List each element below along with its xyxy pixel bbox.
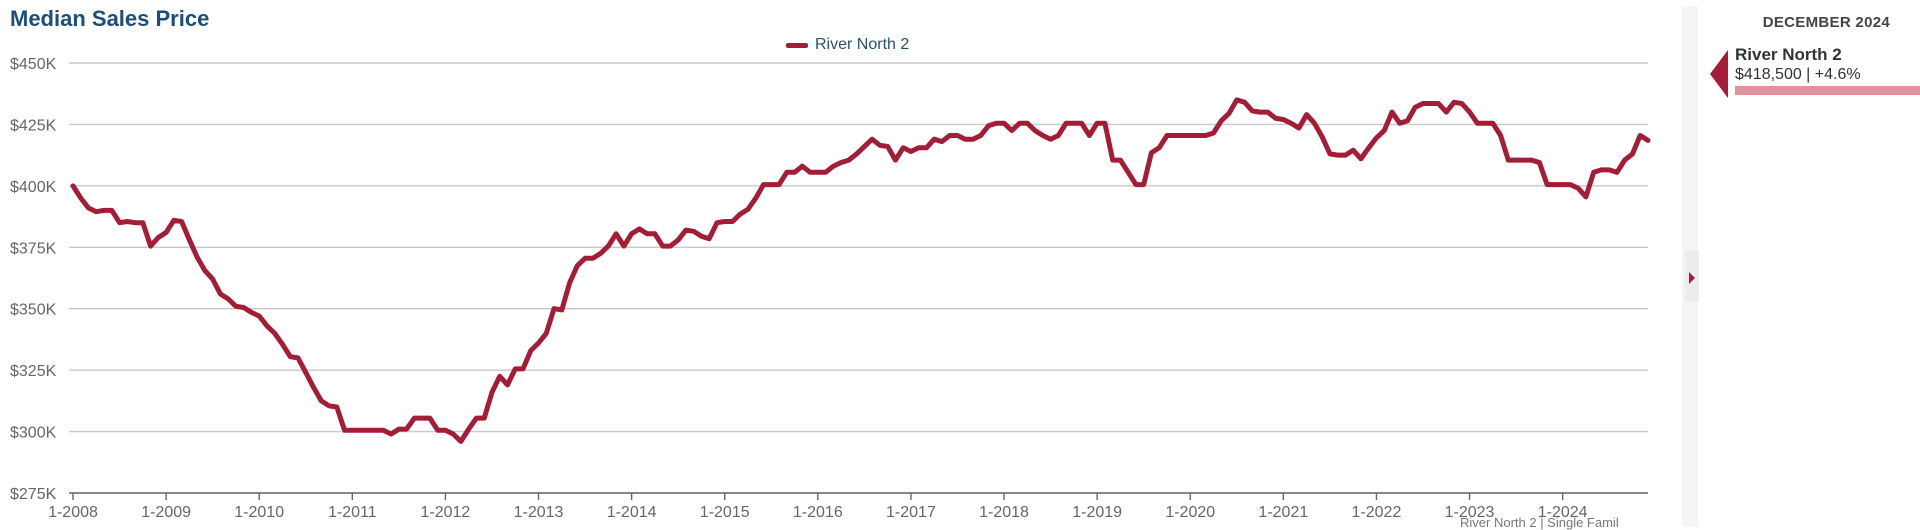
x-tick-label: 1-2022 <box>1352 504 1402 521</box>
y-tick-label: $300K <box>10 425 57 442</box>
legend-swatch <box>786 42 808 48</box>
x-tick-label: 1-2008 <box>48 504 98 521</box>
x-tick-label: 1-2021 <box>1258 504 1308 521</box>
x-tick-label: 1-2012 <box>420 504 470 521</box>
chart-title: Median Sales Price <box>10 6 210 31</box>
x-tick-label: 1-2020 <box>1165 504 1215 521</box>
x-tick-label: 1-2011 <box>328 504 377 521</box>
y-tick-label: $375K <box>10 240 57 257</box>
caret-left-icon <box>1710 50 1728 98</box>
x-tick-label: 1-2010 <box>234 504 284 521</box>
x-tick-label: 1-2009 <box>141 504 191 521</box>
caret-right-icon[interactable] <box>1689 272 1695 284</box>
x-tick-label: 1-2019 <box>1072 504 1122 521</box>
panel-series-value: $418,500 | +4.6% <box>1735 66 1861 83</box>
x-tick-label: 1-2013 <box>514 504 564 521</box>
x-tick-label: 1-2023 <box>1445 504 1495 521</box>
y-tick-label: $425K <box>10 117 57 134</box>
y-tick-label: $275K <box>10 486 57 503</box>
series-line-river-north-2[interactable] <box>70 97 1651 444</box>
panel-month: DECEMBER 2024 <box>1762 14 1890 31</box>
x-tick-label: 1-2015 <box>700 504 750 521</box>
x-tick-label: 1-2017 <box>886 504 936 521</box>
x-tick-label: 1-2014 <box>607 504 657 521</box>
footer-note: River North 2 | Single Famil <box>1460 515 1619 530</box>
y-tick-label: $450K <box>10 56 57 73</box>
y-tick-label: $325K <box>10 363 57 380</box>
panel-series-name: River North 2 <box>1735 45 1842 64</box>
x-tick-label: 1-2016 <box>793 504 843 521</box>
chart-legend[interactable]: River North 2 <box>786 36 909 54</box>
x-tick-label: 1-2018 <box>979 504 1029 521</box>
x-tick-label: 1-2024 <box>1538 504 1588 521</box>
legend-label: River North 2 <box>815 36 910 53</box>
panel-series-bar <box>1735 86 1920 95</box>
line-chart: $275K $300K $325K $350K $375K $400K $425K $450K… <box>10 56 1651 521</box>
y-tick-label: $400K <box>10 179 57 196</box>
y-tick-label: $350K <box>10 302 57 319</box>
